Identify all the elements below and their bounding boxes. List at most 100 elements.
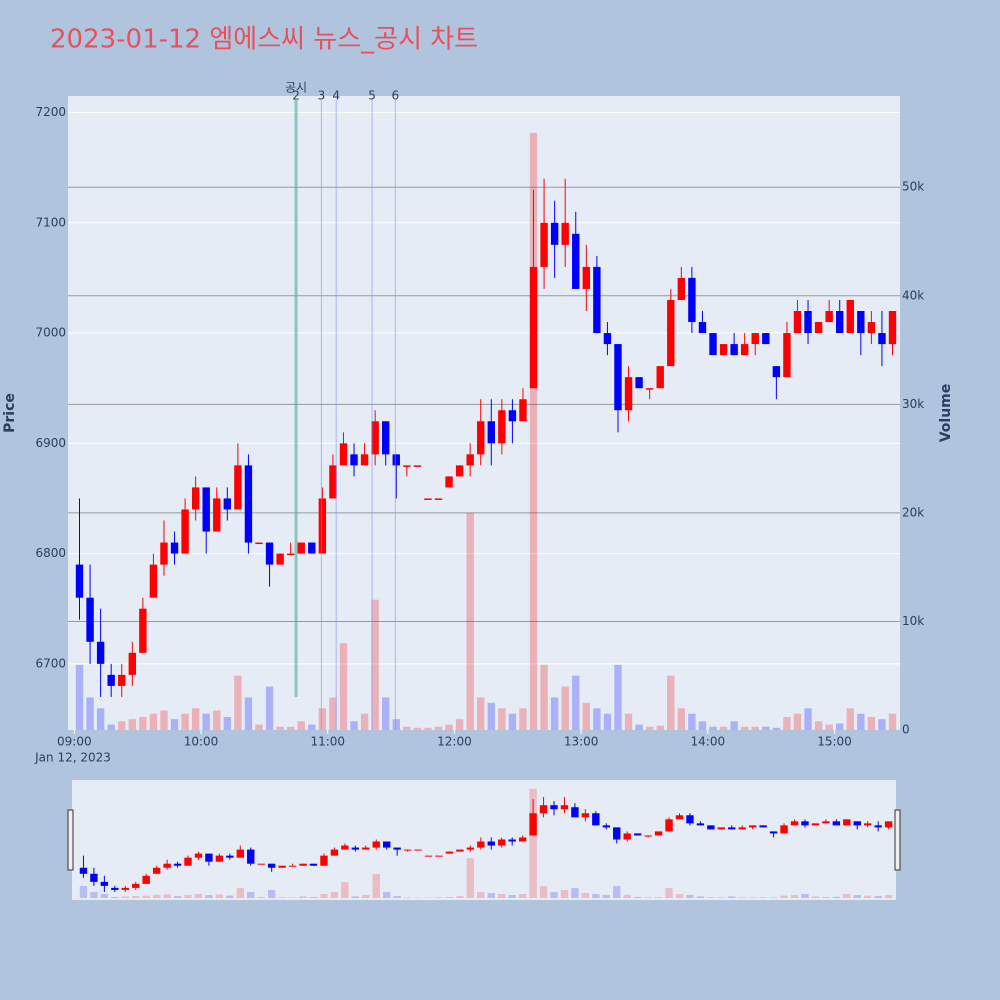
mini-volume-bar [341, 882, 349, 898]
volume-bar [857, 713, 865, 730]
mini-volume-bar [351, 896, 360, 898]
mini-candle-body [142, 875, 150, 884]
candle-body [487, 421, 495, 444]
plot-area [68, 96, 900, 730]
mini-candle-body [675, 815, 684, 820]
candle-body [635, 377, 643, 389]
candle-body [382, 421, 390, 455]
volume-bar [624, 713, 633, 730]
candle-body [519, 399, 527, 422]
volume-bar [487, 702, 495, 730]
candle-body [730, 344, 738, 356]
volume-bar [445, 724, 453, 730]
mini-candle-body [644, 835, 652, 837]
mini-volume-bar [560, 890, 569, 898]
volume-bar [181, 713, 189, 730]
candle-body [360, 454, 369, 466]
mini-volume-bar [278, 897, 286, 898]
volume-bar [867, 716, 876, 730]
mini-volume-bar [194, 894, 203, 898]
y-tick-label: 7100 [35, 215, 66, 229]
mini-volume-bar [383, 892, 391, 898]
candle-body [614, 344, 622, 411]
mini-volume-bar [152, 895, 161, 898]
mini-volume-bar [393, 896, 401, 898]
mini-volume-bar [738, 897, 746, 898]
volume-bar [413, 727, 422, 730]
volume-bar [139, 716, 147, 730]
volume-bar [540, 664, 548, 730]
mini-candle-body [790, 821, 799, 826]
mini-candle-body [477, 841, 485, 848]
mini-candle-body [163, 863, 171, 868]
mini-candle-body [780, 825, 788, 834]
mini-volume-bar [111, 897, 119, 898]
mini-candle-body [320, 855, 328, 866]
mini-volume-bar [257, 897, 265, 898]
candle-body [276, 553, 284, 565]
candle-body [255, 542, 263, 545]
candle-body [709, 333, 717, 356]
mini-volume-bar [79, 886, 88, 898]
volume-bar [572, 675, 580, 730]
mini-volume-bar [665, 888, 673, 898]
candle-body [149, 564, 158, 598]
mini-candle-body [215, 855, 224, 862]
y-tick-label: 6800 [35, 546, 66, 560]
candle-body [86, 597, 94, 642]
volume-bar [318, 708, 327, 730]
mini-candle-body [832, 821, 841, 826]
candle-body [772, 366, 781, 378]
range-handle[interactable] [67, 809, 74, 871]
y2-tick-label: 0 [902, 723, 910, 737]
mini-volume-bar [633, 897, 642, 898]
mini-volume-bar [330, 892, 339, 898]
mini-candle-body [435, 855, 443, 857]
volume-bar [793, 713, 802, 730]
mini-candle-body [111, 887, 119, 890]
mini-candle-body [498, 839, 506, 846]
candle-body [139, 608, 147, 653]
y2-tick-label: 30k [902, 397, 924, 411]
y2-tick-label: 10k [902, 614, 924, 628]
volume-bar [603, 713, 612, 730]
mini-volume-bar [121, 896, 129, 898]
range-slider[interactable] [72, 780, 896, 900]
candle-body [413, 465, 422, 467]
candle-body [878, 333, 886, 345]
volume-bar [234, 675, 242, 730]
volume-bar [667, 675, 675, 730]
candle-body [603, 333, 612, 345]
candle-body [561, 222, 569, 245]
mini-candle-body [267, 863, 276, 868]
volume-bar [836, 723, 844, 730]
mini-candle-body [278, 865, 286, 868]
mini-candle-body [424, 855, 433, 857]
candle-body [213, 498, 221, 532]
mini-candle-body [529, 813, 537, 836]
volume-bar [213, 710, 221, 730]
mini-volume-bar [728, 896, 736, 898]
volume-bar [329, 697, 337, 730]
candle-body [540, 222, 548, 267]
mini-candle-body [508, 839, 516, 842]
candle-body [107, 674, 115, 686]
mini-candle-body [884, 821, 893, 828]
candle-body [529, 266, 538, 389]
volume-bar [498, 708, 506, 730]
mini-volume-bar [864, 895, 872, 898]
candle-body [804, 311, 812, 334]
mini-candle-body [403, 849, 412, 851]
mini-candle-body [173, 863, 182, 866]
mini-volume-bar [435, 897, 443, 898]
range-handle[interactable] [894, 809, 901, 871]
mini-volume-bar [884, 895, 893, 898]
mini-volume-bar [132, 896, 140, 898]
candle-body [677, 277, 686, 300]
mini-candle-body [132, 883, 140, 888]
mini-candle-body [853, 821, 861, 826]
volume-bar [96, 708, 105, 730]
candle-body [751, 333, 759, 345]
candle-body [318, 498, 327, 554]
